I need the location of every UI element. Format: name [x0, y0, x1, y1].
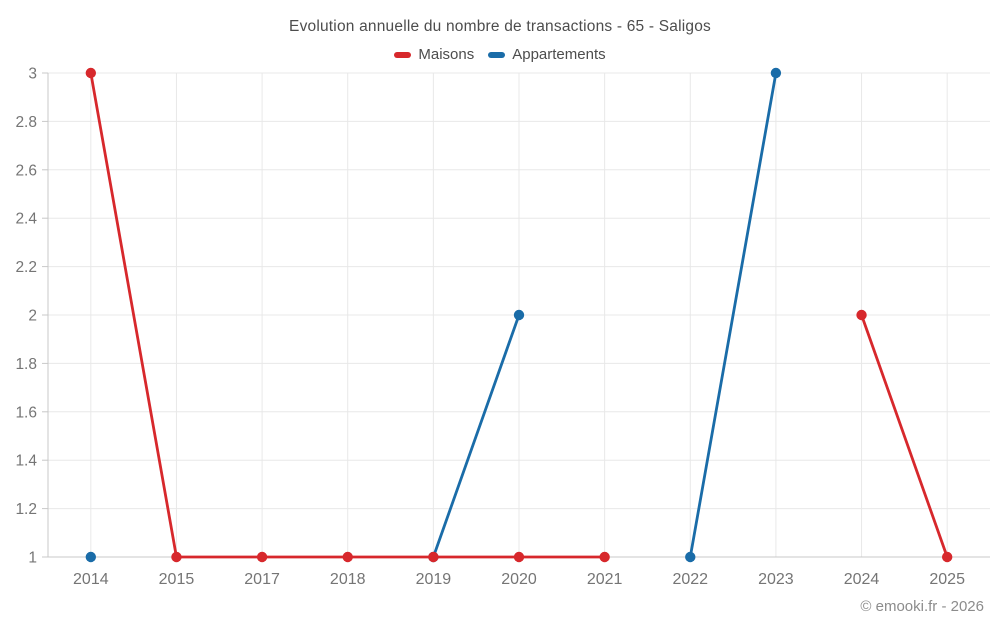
- maisons-point-2025[interactable]: [941, 551, 953, 563]
- maisons-point-2024[interactable]: [856, 309, 867, 321]
- x-tick-label: 2023: [758, 571, 794, 588]
- appartements-point-2014[interactable]: [85, 551, 97, 563]
- maisons-swatch-icon: [394, 51, 412, 58]
- x-tick-label: 2018: [330, 571, 366, 588]
- appartements-line: [688, 71, 778, 559]
- y-tick-label: 1.2: [15, 501, 37, 518]
- y-tick-label: 1.4: [15, 453, 37, 470]
- x-tick-label: 2021: [587, 571, 623, 588]
- legend-item-maisons[interactable]: Maisons: [394, 46, 474, 63]
- appartements-point-2023[interactable]: [770, 67, 782, 79]
- maisons-point-2020[interactable]: [513, 551, 525, 563]
- x-tick-label: 2015: [159, 571, 195, 588]
- chart-title: Evolution annuelle du nombre de transact…: [289, 18, 711, 35]
- legend-label-maisons: Maisons: [418, 46, 475, 63]
- appartements-point-2020[interactable]: [513, 309, 525, 321]
- appartements-point-2022[interactable]: [685, 551, 696, 563]
- x-tick-label: 2024: [844, 571, 880, 588]
- y-tick-label: 2.8: [15, 114, 37, 131]
- legend-item-appartements[interactable]: Appartements: [488, 46, 606, 63]
- maisons-point-2019[interactable]: [428, 551, 439, 563]
- maisons-point-2015[interactable]: [171, 551, 182, 563]
- y-tick-label: 2.2: [15, 259, 37, 276]
- x-tick-label: 2020: [501, 571, 537, 588]
- y-tick-label: 1.8: [15, 356, 37, 373]
- maisons-point-2018[interactable]: [342, 551, 353, 563]
- x-tick-label: 2022: [672, 571, 708, 588]
- maisons-point-2014[interactable]: [85, 67, 97, 79]
- x-tick-label: 2017: [244, 571, 280, 588]
- x-tick-label: 2019: [416, 571, 452, 588]
- copyright-text: © emooki.fr - 2026: [860, 598, 984, 615]
- x-tick-label: 2025: [929, 571, 965, 588]
- legend-label-appartements: Appartements: [512, 46, 606, 63]
- y-tick-label: 3: [28, 66, 37, 83]
- appartements-line: [431, 313, 521, 559]
- y-tick-label: 1: [28, 550, 37, 567]
- y-tick-label: 2.4: [15, 211, 37, 228]
- maisons-point-2021[interactable]: [599, 551, 610, 563]
- maisons-point-2017[interactable]: [256, 551, 268, 563]
- legend: Maisons Appartements: [0, 46, 1000, 63]
- x-tick-label: 2014: [73, 571, 109, 588]
- y-tick-label: 2.6: [15, 162, 37, 179]
- maisons-line: [860, 313, 949, 559]
- y-tick-label: 1.6: [15, 404, 37, 421]
- appartements-swatch-icon: [488, 51, 506, 58]
- y-tick-label: 2: [28, 308, 37, 325]
